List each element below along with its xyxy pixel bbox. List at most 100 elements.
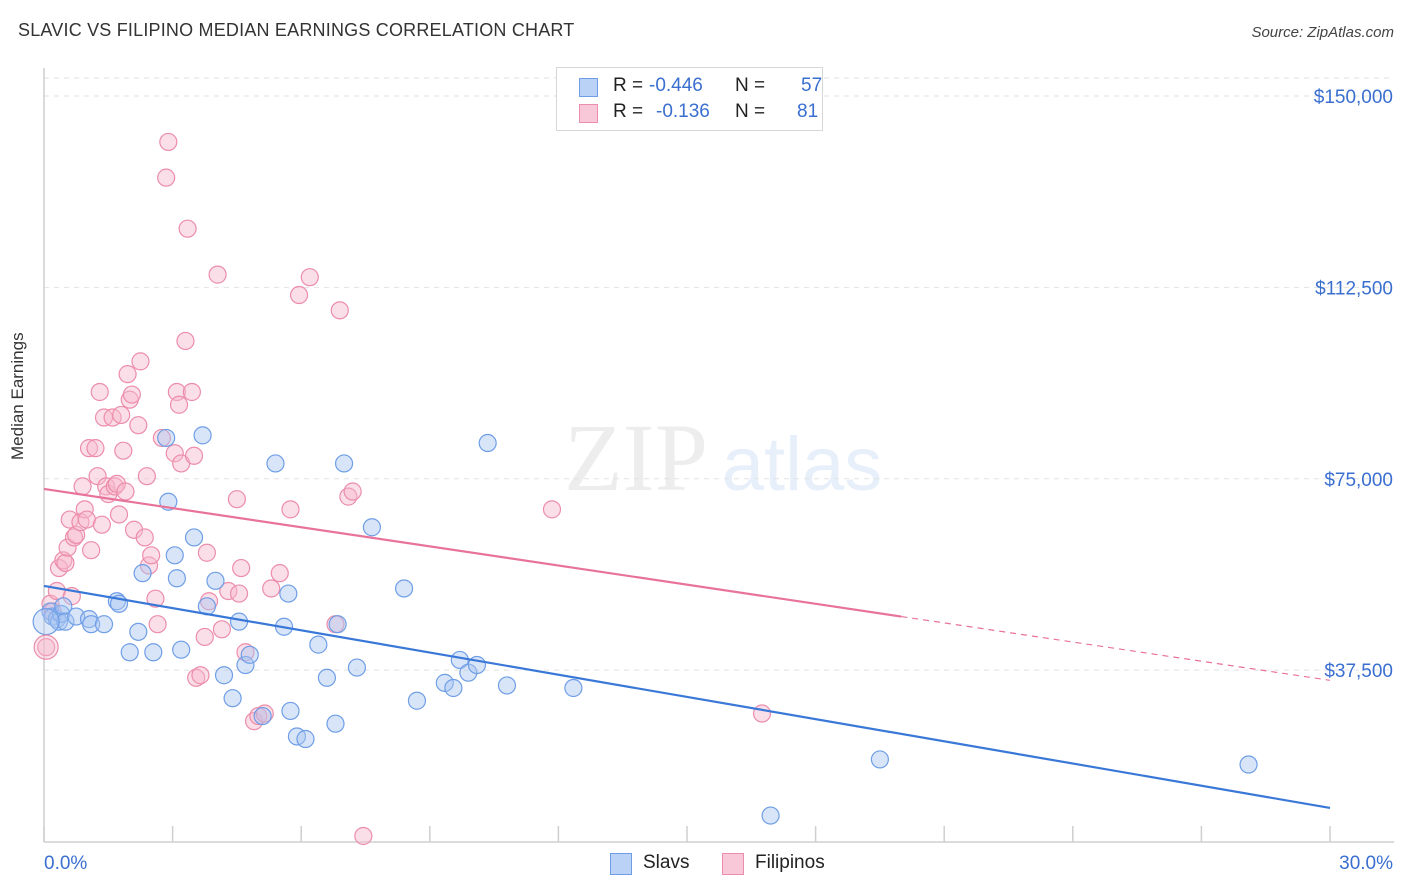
slavs-point [296,729,315,749]
scatter-points [32,132,1258,846]
filipinos-point [142,546,161,565]
filipinos-point [219,581,238,601]
filipinos-point [148,615,167,634]
slavs-point [157,428,176,448]
filipinos-point [137,467,156,486]
slavs-point [223,689,242,708]
slavs-point [478,433,497,453]
legend-n-label: N = [735,101,766,122]
filipinos-point [184,446,204,465]
filipinos-point [135,528,154,547]
filipinos-point [105,477,124,496]
x-tick-label-max: 30.0% [1339,853,1393,874]
filipinos-point [118,365,137,384]
filipinos-point [79,439,99,458]
legend-swatch-pink [579,104,598,123]
filipinos-point [182,382,201,402]
slavs-point [326,714,345,733]
filipinos-point [300,268,319,287]
legend-swatch-blue [579,78,598,97]
slavs-point [281,701,300,721]
filipinos-point [146,589,165,608]
slavs-point [279,584,298,603]
stats-legend: R = -0.446 N = 57 R = -0.136 N = 81 [556,67,823,131]
slavs-point [317,668,337,687]
slavs-label: Slavs [643,852,690,873]
slavs-point [133,564,152,583]
trend-lines [43,487,1331,809]
slavs-point [407,691,427,710]
watermark-zip: ZIP [564,404,708,511]
filipinos-point [64,528,84,547]
filipinos-point [86,439,105,458]
slavs-point [347,658,367,677]
filipinos-point [82,541,101,560]
slavs-point [54,597,73,616]
filipinos-point [33,634,59,660]
slavs-point [394,579,414,598]
filipinos-point [112,405,131,425]
slavs-point [165,546,184,565]
filipinos-point [227,490,246,509]
filipinos-point [131,352,150,371]
filipinos-point [116,482,135,501]
slavs-point [1239,755,1258,774]
filipinos-point [191,666,210,685]
filipinos-point [58,538,77,557]
legend-n-label: N = [735,75,766,96]
filipinos-point [289,285,309,305]
filipinos-point [262,579,281,598]
legend-r-value: -0.136 [656,101,710,122]
slavs-swatch [610,853,632,875]
watermark: ZIP atlas [564,404,882,511]
y-tick-label: $75,000 [1324,470,1393,491]
x-tick-label-min: 0.0% [44,853,87,874]
slavs-point [309,635,328,654]
slavs-point [144,643,163,662]
filipinos-point [212,620,231,639]
grid-lines [44,77,1394,671]
filipinos-point [114,441,133,460]
filipinos-point [232,558,251,578]
filipinos-point [330,301,349,320]
filipinos-point [176,331,195,351]
slavs-point [56,612,75,631]
slavs-point [444,678,463,698]
filipinos-point [354,826,373,846]
slavs-point [761,806,780,825]
slavs-point [334,454,354,473]
filipinos-point [197,543,216,562]
slavs-point [564,678,583,698]
filipinos-point [37,638,56,657]
filipinos-point [129,416,148,435]
slavs-point [362,518,382,537]
legend-r-label: R = [613,101,644,122]
slavs-point [193,426,212,445]
legend-n-value: 57 [801,75,823,96]
slavs-point [184,528,204,547]
filipinos-point [122,385,141,404]
tick-labels: $37,500 $75,000 $112,500 $150,000 0.0% 30.0% [44,87,1393,874]
y-tick-label: $37,500 [1324,661,1393,682]
filipinos-point [165,444,184,463]
filipinos-point [281,500,300,519]
filipinos-point [92,515,111,534]
filipinos-point [73,477,92,496]
slavs-point [253,706,272,726]
slavs-point [435,673,454,692]
slavs-point [206,571,225,590]
slavs-point [214,666,234,685]
slavs-point [32,608,60,636]
slavs-point [870,750,890,769]
axes [43,68,1394,843]
slavs-point [82,615,101,634]
filipinos-point [90,382,109,402]
watermark-atlas: atlas [722,422,883,507]
filipinos-point [229,584,249,603]
filipinos-trend-line [43,487,902,618]
y-tick-label: $112,500 [1315,278,1393,299]
filipinos-point [56,553,75,573]
filipinos-point [270,564,289,583]
filipinos-point [195,627,214,647]
y-tick-label: $150,000 [1314,87,1393,108]
